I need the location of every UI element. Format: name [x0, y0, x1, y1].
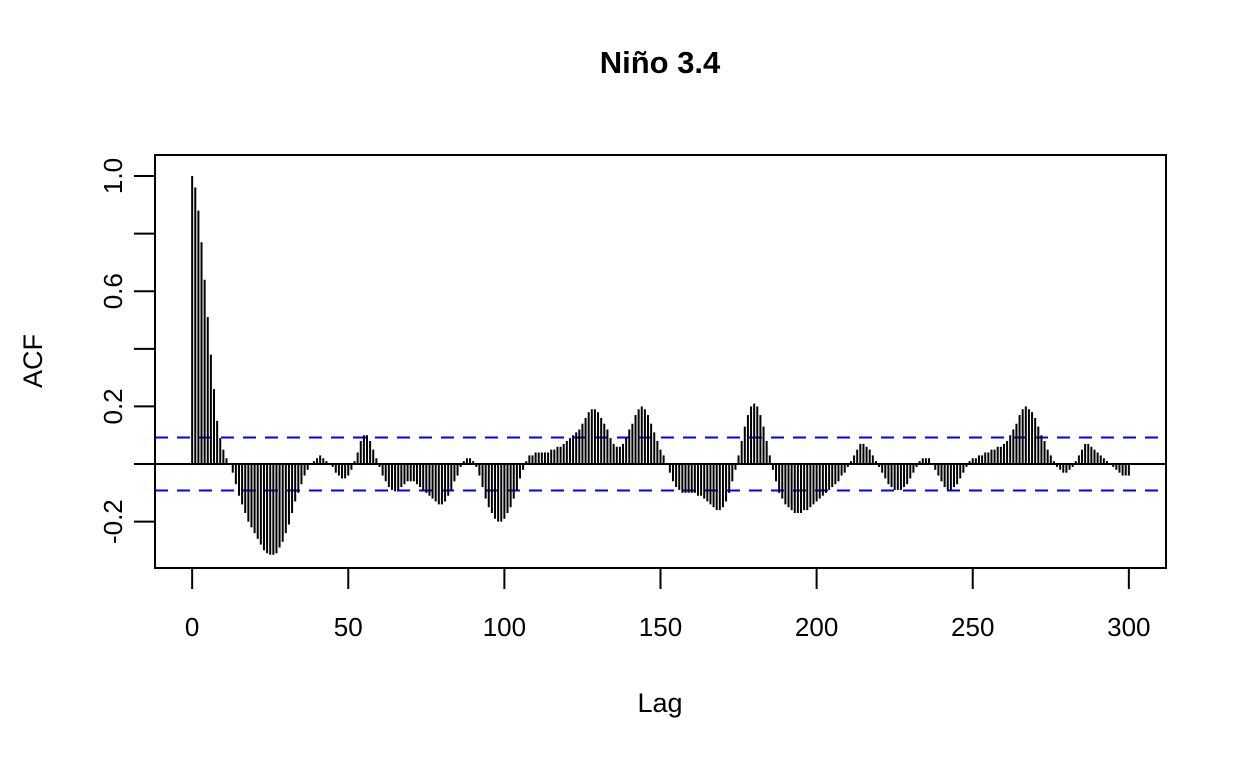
x-tick-label: 0	[185, 612, 199, 642]
plot-box	[154, 154, 1167, 569]
acf-bars	[191, 176, 1130, 555]
y-axis: -0.2 0.2 0.6 1.0	[98, 158, 154, 544]
confidence-lines	[155, 436, 1166, 492]
x-tick-label: 250	[951, 612, 994, 642]
x-tick-label: 300	[1107, 612, 1150, 642]
x-tick-label: 50	[334, 612, 363, 642]
y-tick-label: 1.0	[98, 158, 128, 194]
x-tick-label: 150	[639, 612, 682, 642]
plot-content: 0 50 100 150 200 250 300 -0.2 0.2 0.6 1.0	[98, 154, 1167, 642]
x-axis: 0 50 100 150 200 250 300	[185, 569, 1151, 642]
x-axis-title: Lag	[637, 688, 682, 718]
y-tick-label: 0.6	[98, 273, 128, 309]
y-tick-label: 0.2	[98, 388, 128, 424]
x-tick-label: 200	[795, 612, 838, 642]
chart-title: Niño 3.4	[600, 45, 721, 80]
x-tick-label: 100	[483, 612, 526, 642]
y-axis-title: ACF	[18, 334, 48, 388]
y-tick-label: -0.2	[98, 499, 128, 544]
